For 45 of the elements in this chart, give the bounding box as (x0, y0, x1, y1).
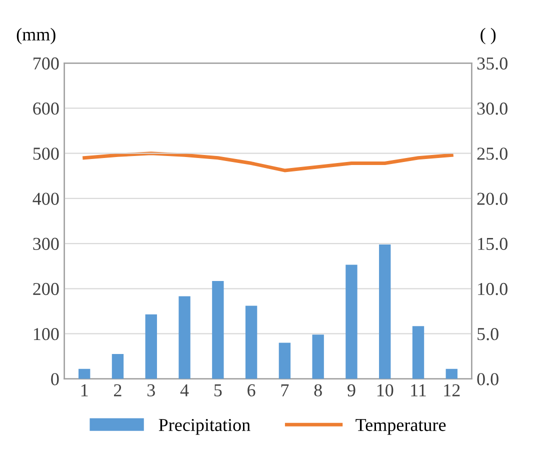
y-axis-title: (mm) (16, 28, 56, 44)
x-tick-label: 4 (180, 384, 189, 396)
y2-tick-label: 15.0 (478, 238, 508, 250)
y-tick-label: 200 (33, 282, 59, 296)
bar (178, 296, 190, 379)
x-tick-label: 11 (411, 384, 426, 396)
y2-tick-label: 20.0 (477, 192, 508, 205)
x-tick-label: 10 (377, 384, 394, 396)
y-tick-label: 600 (33, 102, 59, 115)
x-tick-label: 5 (214, 384, 222, 396)
y-tick-label: 0 (51, 373, 59, 386)
x-tick-label: 9 (348, 384, 356, 396)
y2-tick-label: 5.0 (478, 328, 498, 340)
bar (245, 306, 258, 379)
y-tick-label: 500 (33, 148, 59, 160)
y2-tick-label: 25.0 (477, 148, 508, 160)
bar (112, 354, 124, 379)
bar (78, 368, 90, 379)
x-tick-label: 1 (81, 384, 88, 396)
legend-label: Temperature (356, 419, 446, 435)
x-tick-label: 8 (314, 384, 322, 396)
x-tick-label: 2 (114, 384, 122, 396)
y2-tick-label: 35.0 (477, 57, 508, 70)
y-tick-label: 300 (33, 238, 59, 250)
line-series (82, 152, 454, 172)
y-tick-label: 400 (32, 192, 59, 205)
y2-tick-label: 0.0 (477, 373, 498, 386)
y-tick-label: 100 (34, 328, 59, 340)
y2-tick-label: 30.0 (477, 102, 508, 115)
y-tick-label: 700 (34, 57, 59, 70)
bar (145, 314, 157, 379)
bar (278, 342, 291, 379)
legend-label: Precipitation (158, 418, 250, 435)
bar (212, 280, 224, 379)
bar (312, 334, 324, 379)
x-tick-label: 6 (248, 384, 256, 396)
y2-tick-label: 10.0 (478, 282, 508, 296)
x-tick-label: 12 (444, 384, 460, 396)
bar (346, 264, 358, 379)
bar (446, 368, 458, 379)
bar (379, 244, 391, 379)
x-tick-label: 7 (281, 384, 289, 396)
bar (412, 326, 424, 379)
x-tick-label: 3 (147, 384, 155, 396)
y2-axis-title: ( ) (480, 28, 496, 44)
